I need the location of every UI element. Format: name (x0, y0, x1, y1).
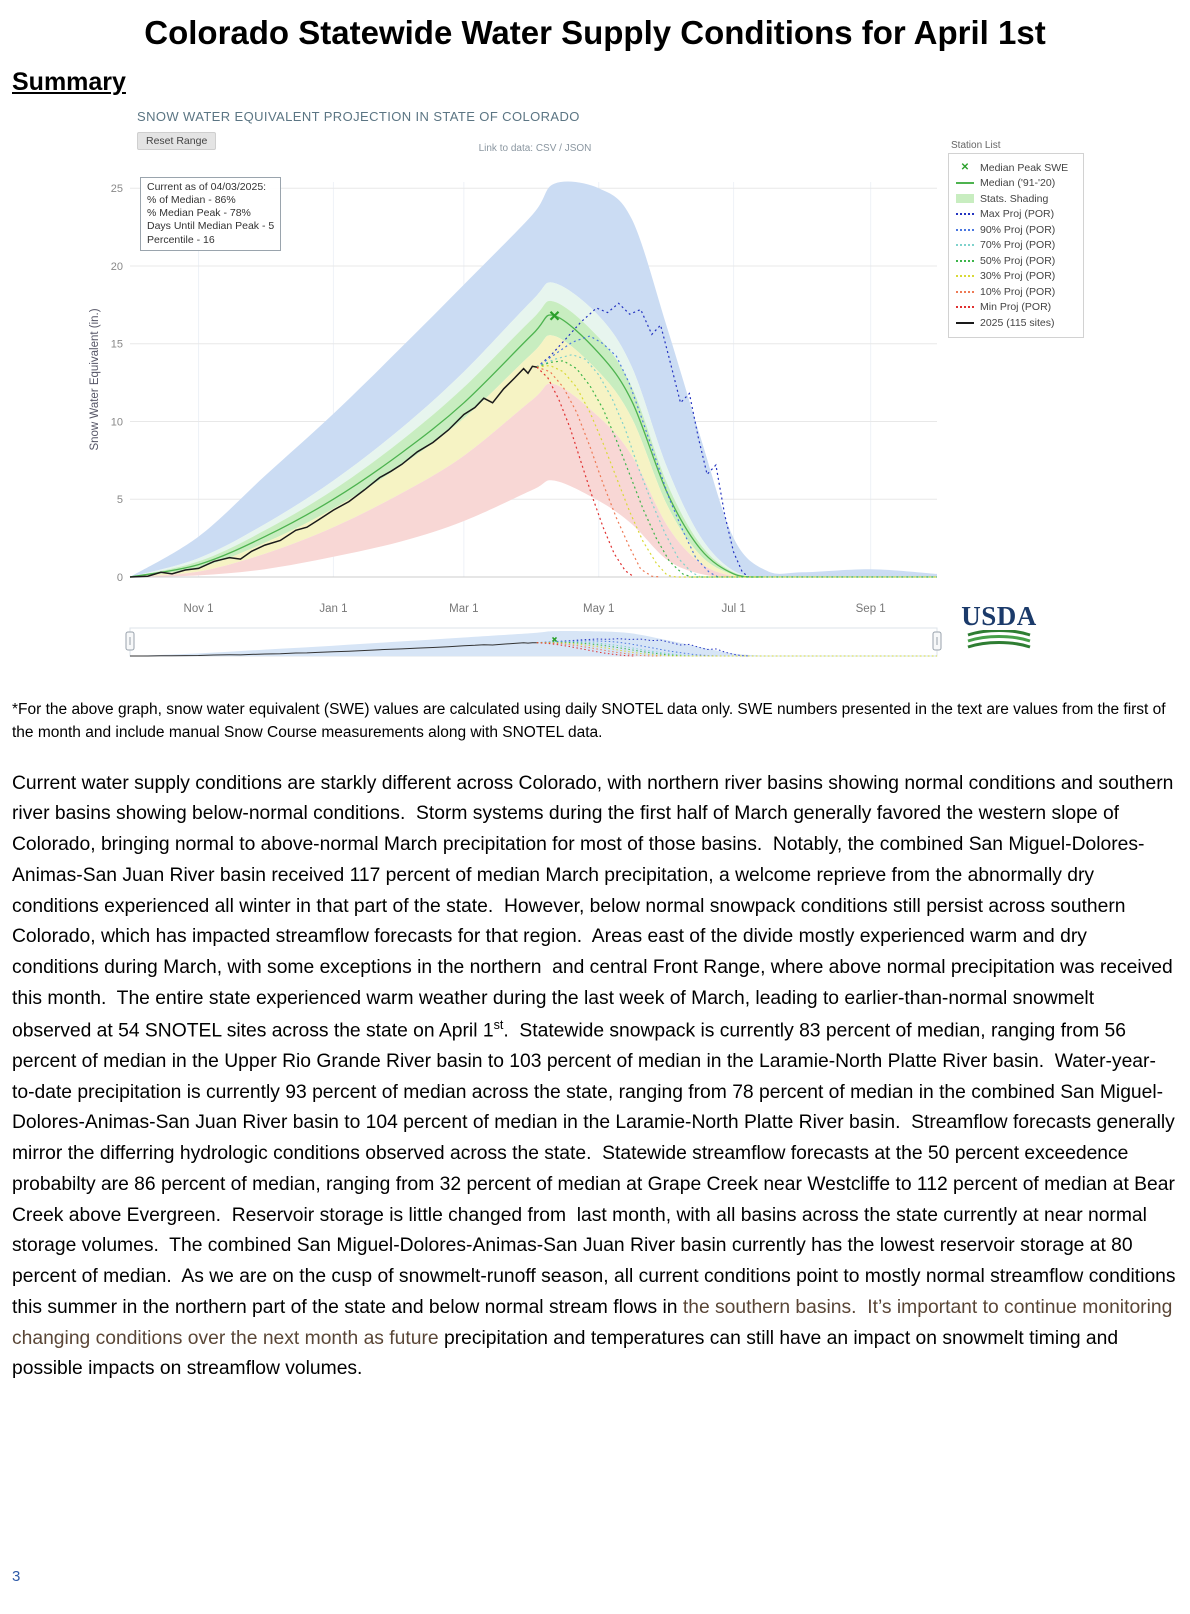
annotation-line: Current as of 04/03/2025: (147, 181, 267, 193)
annotation-line: % of Median - 86% (147, 194, 236, 207)
proj-p10 (536, 366, 661, 578)
dots-marker-icon (956, 228, 974, 231)
legend-item-label: 50% Proj (POR) (980, 254, 1056, 267)
station-list-link[interactable]: Station List (951, 140, 1001, 151)
svg-text:5: 5 (117, 494, 123, 506)
annotation-line: Percentile - 16 (147, 233, 215, 246)
legend-item[interactable]: 50% Proj (POR) (956, 253, 1076, 269)
line-marker-icon (956, 182, 974, 185)
data-export-link[interactable]: Link to data: CSV / JSON (478, 143, 592, 154)
x-marker-icon: ✕ (960, 161, 970, 173)
navigator (125, 627, 942, 657)
proj-max (536, 302, 750, 578)
projection-lines (536, 302, 937, 578)
svg-text:25: 25 (111, 183, 123, 195)
body-seg4: precipitation and temperatures can still… (12, 1327, 1124, 1380)
legend-item[interactable]: Median ('91-'20) (956, 176, 1076, 192)
legend-item-label: Min Proj (POR) (980, 301, 1052, 314)
usda-logo: USDA (957, 603, 1041, 655)
body-seg1: Current water supply conditions are star… (12, 772, 1179, 1042)
current-conditions-tooltip: Current as of 04/03/2025:% of Median - 8… (140, 177, 282, 251)
legend-item-label: 30% Proj (POR) (980, 270, 1056, 283)
svg-text:Snow Water Equivalent (in.): Snow Water Equivalent (in.) (89, 308, 101, 450)
navigator-handle (932, 631, 942, 651)
dots-marker-icon (956, 290, 974, 293)
legend-item-label: Stats. Shading (980, 192, 1049, 205)
body-seg2: . Statewide snowpack is currently 83 per… (12, 1020, 1181, 1318)
band-lower-mid (130, 335, 937, 578)
page-title: Colorado Statewide Water Supply Conditio… (144, 14, 1046, 51)
proj-p70 (536, 353, 937, 578)
legend-item-label: 90% Proj (POR) (980, 223, 1056, 236)
legend-item[interactable]: Min Proj (POR) (956, 300, 1076, 316)
band-low-range (130, 383, 937, 578)
annotation-line: % Median Peak - 78% (147, 207, 251, 220)
ordinal-suffix: st (493, 1017, 504, 1032)
plot-bands (130, 181, 937, 578)
svg-text:Sep 1: Sep 1 (856, 603, 886, 615)
reset-range-button[interactable]: Reset Range (137, 132, 217, 150)
body-seg3-highlight: the southern basins. It’s important to c… (12, 1296, 1178, 1349)
legend-item-label: Max Proj (POR) (980, 208, 1055, 221)
legend-item[interactable]: ✕ Median Peak SWE (956, 160, 1076, 176)
page-number: 3 (12, 1568, 21, 1585)
band-por-range (130, 181, 937, 578)
svg-text:Nov 1: Nov 1 (184, 603, 214, 615)
svg-text:10: 10 (111, 416, 123, 428)
box-marker-icon (956, 194, 974, 204)
svg-text:15: 15 (111, 339, 123, 351)
legend-item[interactable]: 90% Proj (POR) (956, 222, 1076, 238)
median-line (129, 314, 763, 578)
dots-marker-icon (956, 306, 974, 309)
median-peak-marker (549, 310, 560, 321)
footnote: *For the above graph, snow water equival… (12, 701, 1166, 742)
dots-marker-icon (956, 259, 974, 262)
usda-swoosh-icon (967, 629, 1031, 649)
proj-p90 (536, 335, 719, 578)
body-paragraph: Current water supply conditions are star… (12, 769, 1178, 1386)
legend-item[interactable]: 70% Proj (POR) (956, 238, 1076, 254)
dots-marker-icon (956, 244, 974, 247)
legend-item[interactable]: 2025 (115 sites) (956, 315, 1076, 331)
navigator-handle (125, 631, 135, 651)
annotation-line: Days Until Median Peak - 5 (147, 220, 275, 233)
dots-marker-icon (956, 213, 974, 216)
legend-item-label: 10% Proj (POR) (980, 285, 1056, 298)
svg-text:Mar 1: Mar 1 (449, 603, 478, 615)
chart-title: SNOW WATER EQUIVALENT PROJECTION IN STAT… (137, 109, 580, 124)
legend-item-label: 70% Proj (POR) (980, 239, 1056, 252)
legend-item-label: Median Peak SWE (980, 161, 1069, 174)
dots-marker-icon (956, 275, 974, 278)
legend-item[interactable]: Stats. Shading (956, 191, 1076, 207)
legend-item-label: 2025 (115 sites) (980, 316, 1055, 329)
legend-item[interactable]: 30% Proj (POR) (956, 269, 1076, 285)
legend-item[interactable]: 10% Proj (POR) (956, 284, 1076, 300)
svg-text:May 1: May 1 (583, 603, 614, 615)
svg-text:Jul 1: Jul 1 (721, 603, 745, 615)
svg-text:20: 20 (111, 261, 123, 273)
line-marker-icon (956, 321, 974, 324)
swe-chart-region: SNOW WATER EQUIVALENT PROJECTION IN STAT… (85, 107, 1100, 672)
swe-chart[interactable]: Nov 1 Jan 1 Mar 1 May 1 Jul 1 Sep 1 0 5 10 15 20 25… (85, 107, 965, 667)
legend-item[interactable]: Max Proj (POR) (956, 207, 1076, 223)
line-2025 (129, 365, 537, 578)
usda-wordmark: USDA (961, 601, 1037, 631)
band-stats-shading (130, 300, 937, 578)
svg-text:0: 0 (117, 572, 123, 584)
svg-text:Jan 1: Jan 1 (319, 603, 347, 615)
section-heading: Summary (12, 68, 126, 96)
legend-item-label: Median ('91-'20) (980, 177, 1056, 190)
chart-legend: ✕ Median Peak SWE Median ('91-'20) Stats. S… (948, 153, 1084, 338)
